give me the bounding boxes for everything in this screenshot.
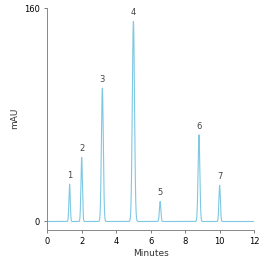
- Text: 1: 1: [67, 171, 72, 180]
- Text: 6: 6: [196, 122, 202, 131]
- Y-axis label: mAU: mAU: [10, 108, 19, 130]
- X-axis label: Minutes: Minutes: [133, 249, 168, 258]
- Text: 5: 5: [157, 188, 163, 197]
- Text: 3: 3: [100, 75, 105, 84]
- Text: 2: 2: [79, 144, 84, 153]
- Text: 7: 7: [217, 173, 222, 181]
- Text: 4: 4: [131, 8, 136, 18]
